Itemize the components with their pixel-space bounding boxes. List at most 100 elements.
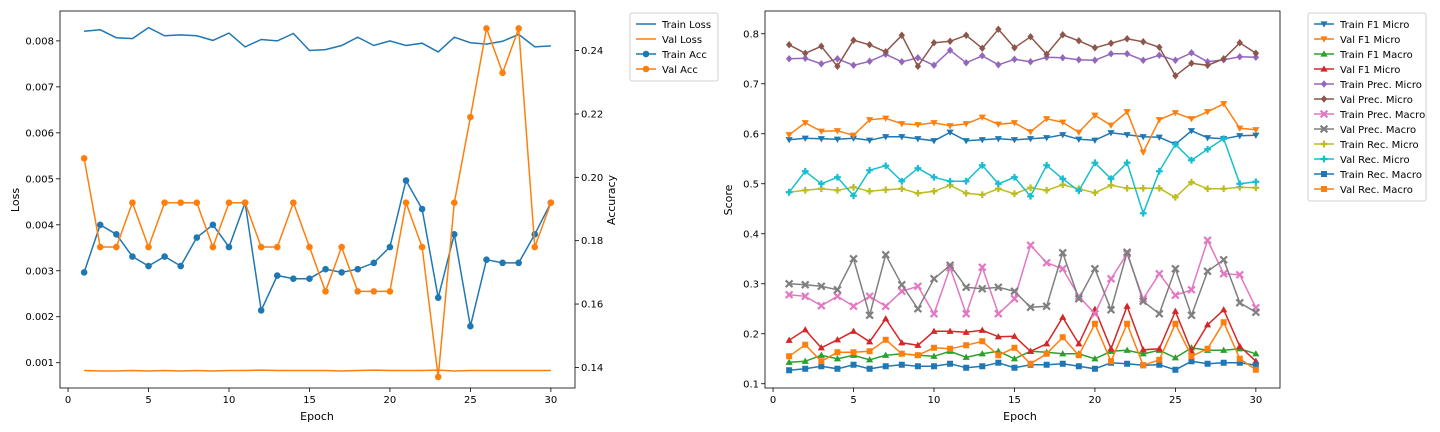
point-val-acc	[402, 199, 410, 206]
point-val-rec-micro	[1091, 159, 1099, 167]
point-val-prec-micro	[785, 40, 793, 49]
point-train-acc	[450, 231, 458, 238]
point-train-rec-macro	[963, 364, 970, 371]
point-val-f1-micro	[849, 327, 858, 334]
point-val-prec-micro	[1123, 34, 1131, 43]
point-val-f1-micro	[1123, 109, 1131, 116]
point-train-acc	[257, 307, 265, 314]
point-train-acc	[306, 275, 313, 283]
point-train-f1-micro	[994, 136, 1002, 143]
point-train-prec-micro	[1156, 51, 1163, 60]
point-val-rec-macro	[1252, 366, 1259, 373]
legend-label-val-acc: Val Acc	[662, 65, 698, 76]
point-val-prec-macro	[1106, 305, 1116, 314]
point-train-rec-macro	[898, 361, 905, 368]
point-train-prec-macro	[913, 282, 923, 291]
point-val-rec-micro	[1220, 135, 1228, 143]
point-train-prec-macro	[978, 263, 987, 272]
point-val-f1-micro	[898, 339, 906, 346]
point-train-acc	[402, 177, 410, 184]
y-tick-label: 0.7	[743, 79, 759, 90]
point-val-prec-macro	[913, 304, 923, 313]
x-tick-label: 10	[928, 395, 941, 406]
series-line-val-prec-micro	[788, 28, 1257, 77]
point-val-rec-micro	[1075, 187, 1083, 195]
point-train-rec-macro	[834, 365, 841, 372]
point-train-f1-macro	[785, 358, 793, 365]
point-train-f1-micro	[1043, 135, 1051, 142]
point-val-prec-macro	[1171, 264, 1180, 273]
point-train-prec-micro	[1123, 49, 1131, 58]
x-tick-label: 15	[303, 395, 316, 406]
point-val-acc	[434, 373, 442, 381]
right-y-tick-label: 0.22	[581, 109, 603, 120]
point-train-f1-macro	[801, 357, 809, 364]
point-train-f1-macro	[930, 352, 938, 359]
point-val-f1-micro	[1043, 116, 1051, 123]
point-val-rec-macro	[1059, 334, 1066, 341]
point-val-acc	[273, 243, 281, 251]
point-val-prec-micro	[802, 49, 809, 58]
point-val-acc	[113, 243, 120, 251]
point-val-f1-micro	[882, 115, 890, 122]
point-val-prec-micro	[1027, 32, 1034, 41]
point-train-rec-micro	[1027, 184, 1034, 192]
point-val-prec-macro	[1187, 311, 1196, 320]
point-val-prec-macro	[817, 282, 826, 291]
point-val-acc	[241, 199, 249, 206]
point-train-rec-micro	[914, 189, 922, 197]
point-val-f1-micro	[946, 123, 954, 130]
point-val-f1-micro	[817, 128, 825, 135]
point-val-acc	[290, 199, 297, 206]
series-line-val-f1-micro	[788, 304, 1257, 362]
score-x-axis-label: Epoch	[1003, 410, 1037, 423]
x-tick-label: 25	[464, 395, 477, 406]
point-train-rec-micro	[1123, 184, 1131, 192]
point-val-rec-micro	[978, 161, 986, 169]
point-train-prec-micro	[1188, 48, 1195, 57]
point-train-prec-macro	[1187, 285, 1196, 294]
point-val-rec-macro	[1220, 319, 1227, 326]
score-plot-frame	[764, 10, 1281, 389]
y-tick-label: 0.2	[743, 329, 759, 340]
point-val-acc	[547, 199, 555, 206]
point-val-acc	[418, 243, 426, 251]
left-y-tick-label: 0.008	[25, 36, 54, 47]
point-train-f1-macro	[978, 350, 986, 357]
point-val-rec-macro	[930, 344, 937, 351]
point-val-acc	[531, 243, 539, 251]
point-val-f1-micro	[1139, 346, 1147, 353]
point-train-rec-micro	[834, 186, 841, 194]
point-train-acc	[209, 221, 217, 229]
legend-label-train-acc: Train Acc	[661, 50, 707, 61]
point-val-f1-micro	[898, 121, 906, 128]
legend-label-train-f1-macro: Train F1 Macro	[1339, 50, 1413, 61]
point-train-rec-macro	[850, 361, 857, 368]
series-line-val-loss	[84, 369, 551, 372]
point-train-f1-macro	[833, 355, 842, 362]
point-train-rec-macro	[1043, 361, 1050, 368]
point-val-f1-micro	[1252, 127, 1260, 134]
point-val-prec-micro	[1059, 30, 1066, 39]
legend-label-train-loss: Train Loss	[661, 20, 711, 31]
point-train-acc	[177, 262, 185, 270]
point-val-rec-micro	[914, 164, 922, 172]
point-val-f1-micro	[1026, 347, 1035, 354]
point-val-rec-micro	[834, 173, 841, 181]
legend-marker-val-prec-micro	[1320, 95, 1328, 103]
point-train-acc	[434, 294, 442, 302]
point-train-rec-micro	[1220, 185, 1228, 193]
point-val-acc	[483, 25, 490, 32]
point-val-acc	[161, 199, 168, 206]
point-val-f1-micro	[1059, 119, 1067, 126]
point-val-f1-micro	[1236, 342, 1244, 349]
point-train-rec-macro	[866, 365, 873, 372]
legend-label-train-rec-macro: Train Rec. Macro	[1339, 170, 1422, 181]
point-train-rec-macro	[1156, 361, 1163, 368]
point-train-prec-macro	[1042, 258, 1051, 267]
point-train-rec-micro	[1107, 181, 1115, 189]
point-train-f1-micro	[1026, 136, 1035, 143]
point-train-f1-micro	[882, 134, 890, 141]
point-val-rec-macro	[1108, 358, 1115, 365]
point-train-acc	[418, 205, 426, 213]
